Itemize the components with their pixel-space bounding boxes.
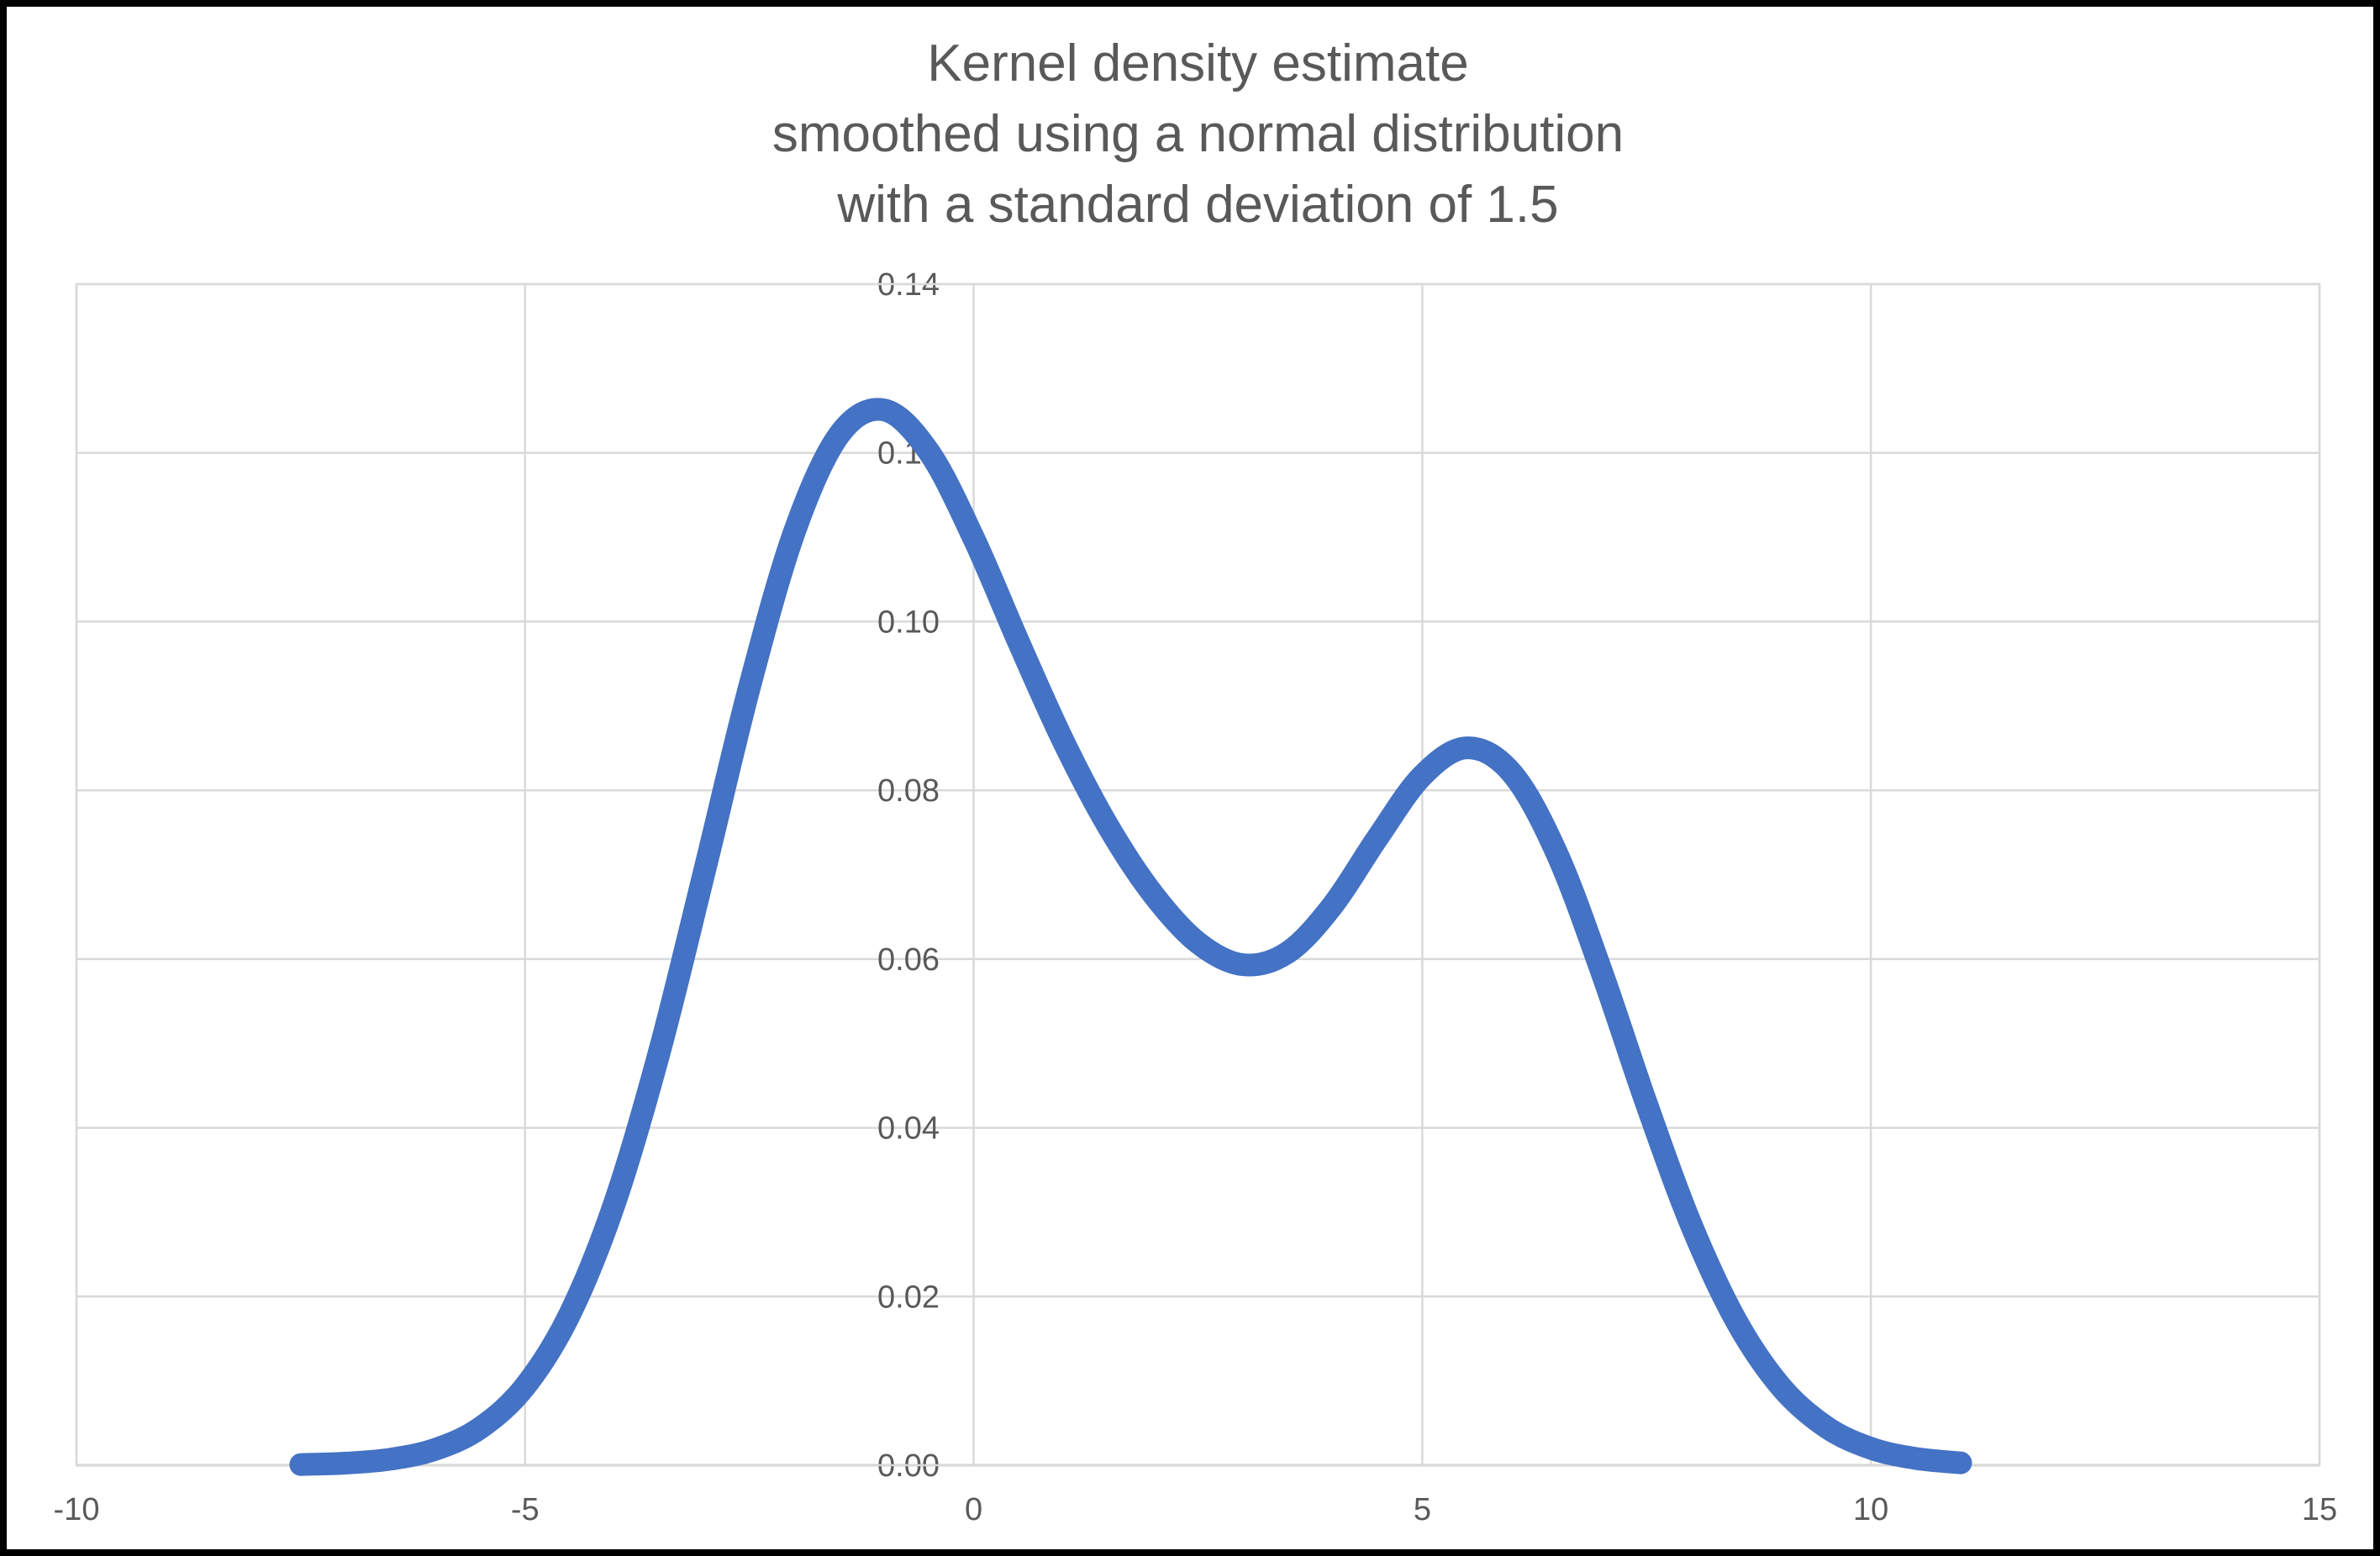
y-tick-label: 0.04 bbox=[877, 1111, 940, 1147]
y-tick-label: 0.10 bbox=[877, 604, 940, 640]
x-tick-label: 0 bbox=[965, 1492, 982, 1527]
y-tick-label: 0.08 bbox=[877, 773, 940, 809]
kde-curve bbox=[289, 398, 1972, 1476]
x-tick-label: -5 bbox=[511, 1492, 540, 1527]
chart-title-line-2: smoothed using a normal distribution bbox=[771, 105, 1624, 163]
x-tick-label: 5 bbox=[1414, 1492, 1431, 1527]
y-tick-label: 0.02 bbox=[877, 1279, 940, 1315]
plot-border bbox=[75, 282, 2321, 1467]
y-tick-label: 0.06 bbox=[877, 942, 940, 978]
x-tick-label: 10 bbox=[1853, 1492, 1888, 1527]
x-tick-label: -10 bbox=[54, 1492, 100, 1527]
chart-title-line-1: Kernel density estimate bbox=[927, 34, 1469, 92]
x-tick-label: 15 bbox=[2302, 1492, 2337, 1527]
chart-canvas: 0.000.020.040.060.080.100.120.14-10 -5 0 5 1… bbox=[54, 267, 2338, 1527]
chart-title-line-3: with a standard deviation of 1.5 bbox=[837, 176, 1559, 234]
chart-title: Kernel density estimate smoothed using a… bbox=[76, 29, 2319, 240]
